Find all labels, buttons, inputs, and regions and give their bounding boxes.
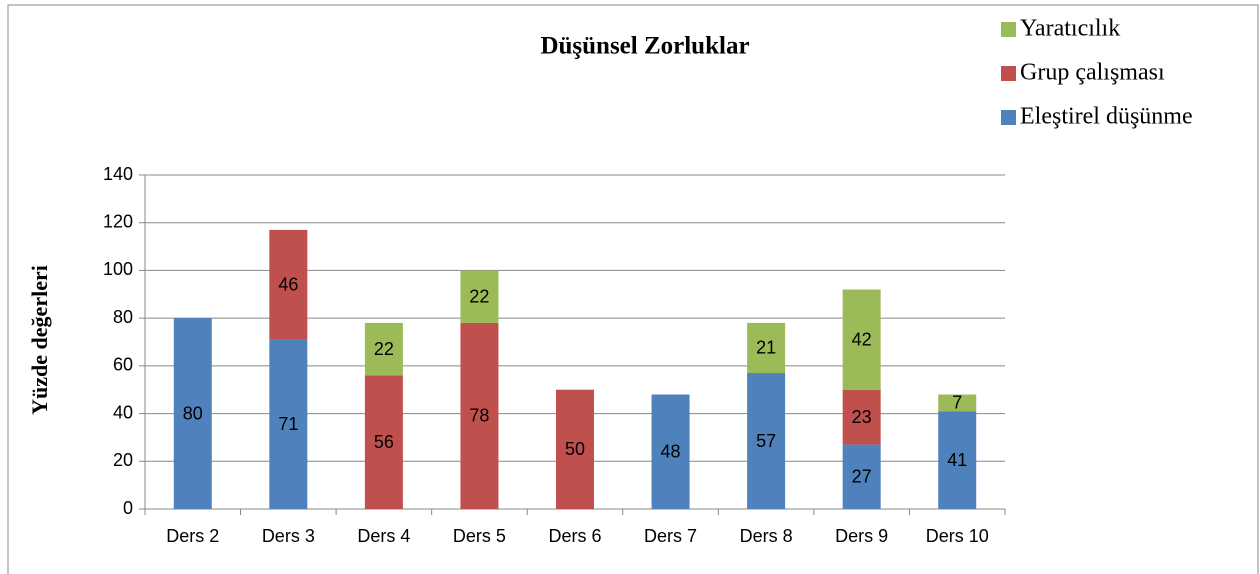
bar-segment [842, 289, 881, 390]
x-tick-label: Ders 2 [166, 526, 219, 546]
y-axis-label: Yüzde değerleri [27, 265, 52, 415]
bar-segment [842, 389, 881, 445]
data-label: 46 [278, 274, 298, 294]
bar-segment [938, 411, 977, 509]
y-tick-label: 40 [113, 402, 133, 422]
bar-segment [651, 394, 690, 509]
x-tick-label: Ders 8 [740, 526, 793, 546]
x-tick-label: Ders 4 [357, 526, 410, 546]
legend-label: Yaratıcılık [1020, 16, 1120, 42]
y-tick-label: 100 [103, 259, 133, 279]
bar-segment [364, 322, 403, 376]
bar-segment [556, 389, 594, 509]
data-label: 50 [565, 439, 585, 459]
data-label: 48 [661, 441, 681, 461]
data-label: 42 [852, 329, 872, 349]
data-label: 80 [183, 403, 203, 423]
bar-segment [364, 375, 403, 509]
y-tick-label: 120 [103, 211, 133, 231]
legend-label: Grup çalışması [1020, 60, 1165, 86]
y-tick-label: 140 [103, 164, 133, 184]
bar-segment [269, 229, 308, 340]
bar-segment [460, 322, 499, 509]
x-tick-label: Ders 7 [644, 526, 697, 546]
data-label: 56 [374, 432, 394, 452]
bar-segment [269, 339, 308, 509]
legend-swatch [1001, 66, 1016, 81]
x-tick-label: Ders 6 [548, 526, 601, 546]
data-label: 23 [852, 407, 872, 427]
data-label: 71 [278, 414, 298, 434]
data-label: 7 [952, 393, 962, 413]
chart-border [7, 4, 1259, 574]
data-label: 21 [756, 338, 776, 358]
x-tick-label: Ders 9 [835, 526, 888, 546]
bar-segment [747, 373, 786, 509]
chart-title: Düşünsel Zorluklar [540, 33, 749, 60]
legend-label: Eleştirel düşünme [1020, 104, 1193, 130]
data-label: 57 [756, 431, 776, 451]
x-tick-label: Ders 3 [262, 526, 315, 546]
bar-segment [747, 322, 786, 374]
bar-segment [842, 444, 881, 509]
x-tick-label: Ders 10 [926, 526, 989, 546]
data-label: 27 [852, 467, 872, 487]
data-label: 78 [469, 406, 489, 426]
y-tick-label: 0 [123, 498, 133, 518]
data-label: 41 [947, 450, 967, 470]
bar-segment [173, 318, 212, 509]
y-tick-label: 20 [113, 450, 133, 470]
bar-segment [938, 394, 977, 412]
x-tick-label: Ders 5 [453, 526, 506, 546]
bar-segment [460, 270, 499, 323]
data-label: 22 [469, 286, 489, 306]
legend-swatch [1001, 22, 1016, 37]
y-tick-label: 80 [113, 307, 133, 327]
y-tick-label: 60 [113, 355, 133, 375]
legend-swatch [1001, 110, 1016, 125]
data-label: 22 [374, 339, 394, 359]
